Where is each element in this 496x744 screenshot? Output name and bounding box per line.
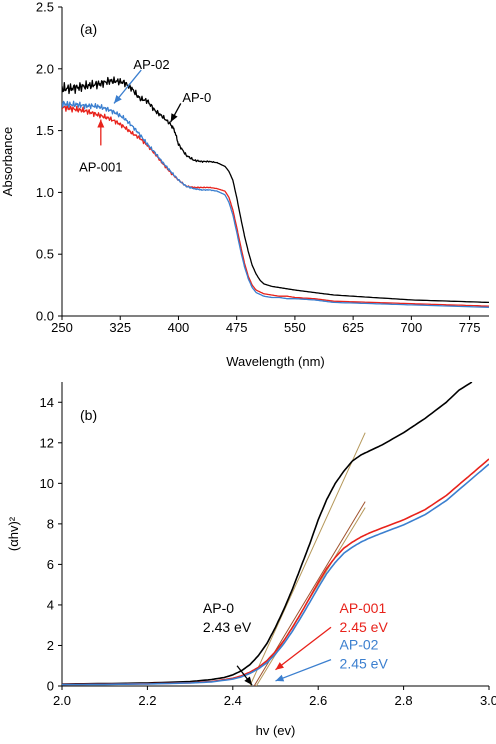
annotation-label: 2.45 eV [340, 656, 389, 672]
annotation-label: 2.43 eV [203, 619, 252, 635]
annotation-arrow-shaft [275, 659, 332, 682]
x-tick-label: 475 [226, 320, 248, 335]
annotation-arrow-head [275, 662, 284, 670]
x-axis-title: hv (ev) [256, 723, 296, 738]
y-tick-label: 2.0 [36, 61, 54, 76]
x-tick-label: 700 [401, 320, 423, 335]
annotation-label: AP-001 [340, 600, 387, 616]
annotation-label: AP-001 [79, 159, 122, 174]
annotation-label: AP-02 [340, 637, 379, 653]
panel-a-absorbance-chart: 250 325 400 475 550 625 700 775 0.0 0.5 1.0 1.5 2.0 2… [0, 0, 489, 369]
series-line-ap-02 [62, 463, 489, 686]
annotation-label: 2.45 eV [340, 619, 389, 635]
x-tick-label: 3.0 [480, 693, 496, 708]
x-axis-title: Wavelength (nm) [226, 354, 325, 369]
annotation-arrow-head [97, 119, 105, 128]
annotation-arrow-head [170, 113, 178, 122]
y-tick-label: 1.0 [36, 185, 54, 200]
plot-area [62, 382, 489, 686]
y-tick-label: 0 [47, 679, 54, 694]
panel-label: (a) [80, 21, 97, 37]
series-line-ap-0 [62, 76, 489, 304]
panel-b-tauc-plot: 2.0 2.2 2.4 2.6 2.8 3.0 0 2 4 6 8 10 12 14 hv (ev) (αhv… [6, 382, 496, 738]
y-tick-label: 4 [47, 597, 54, 612]
x-tick-label: 625 [342, 320, 364, 335]
y-tick-label: 14 [40, 395, 54, 410]
y-tick-label: 12 [40, 435, 54, 450]
x-tick-label: 2.8 [395, 693, 413, 708]
y-tick-label: 10 [40, 476, 54, 491]
x-tick-label: 2.0 [53, 693, 71, 708]
annotation-label: AP-02 [133, 57, 169, 72]
x-tick-label: 775 [459, 320, 481, 335]
series-line-ap-02 [62, 100, 489, 308]
x-tick-label: 325 [109, 320, 131, 335]
y-tick-label: 2 [47, 638, 54, 653]
annotation-arrow-head [114, 94, 122, 104]
x-tick-label: 2.2 [138, 693, 156, 708]
x-tick-label: 2.4 [224, 693, 242, 708]
annotation-arrow-head [244, 676, 253, 685]
y-tick-label: 8 [47, 516, 54, 531]
y-tick-label: 2.5 [36, 0, 54, 15]
x-tick-label: 250 [51, 320, 73, 335]
annotation-label: AP-0 [203, 600, 234, 616]
annotation-label: AP-0 [182, 90, 211, 105]
annotation-arrow-head [275, 674, 285, 682]
x-tick-label: 550 [284, 320, 306, 335]
series-line-ap-001 [62, 105, 489, 307]
x-tick-label: 400 [168, 320, 190, 335]
y-tick-label: 0.0 [36, 309, 54, 324]
annotation-arrow-shaft [275, 626, 332, 671]
y-tick-label: 0.5 [36, 247, 54, 262]
y-tick-label: 1.5 [36, 123, 54, 138]
y-axis-title: (αhv)² [6, 516, 21, 551]
plot-area [62, 76, 489, 308]
series-line-ap-0 [62, 382, 473, 685]
panel-label: (b) [80, 407, 97, 423]
tangent-line [249, 432, 366, 686]
y-axis-title: Absorbance [0, 127, 15, 196]
series-line-ap-001 [62, 458, 489, 686]
x-tick-label: 2.6 [309, 693, 327, 708]
y-tick-label: 6 [47, 557, 54, 572]
